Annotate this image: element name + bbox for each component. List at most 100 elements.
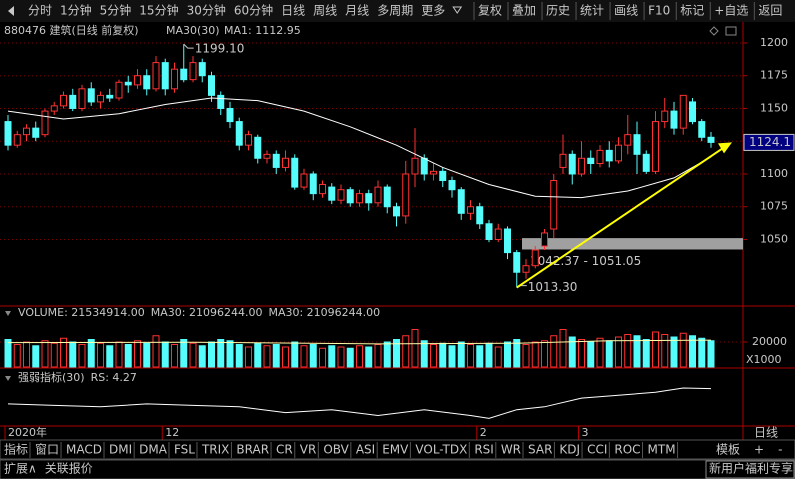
footer-bar [0,459,795,479]
candle-body [50,105,58,112]
volume-bar [97,342,104,368]
volume-bar [245,346,252,368]
indicator-tab[interactable]: MTM [648,443,676,457]
toolbar-button[interactable]: 复权 [478,4,502,18]
candle-body [402,173,410,217]
indicator-tab[interactable]: EMV [382,443,409,457]
y-tick-label: 1200 [760,36,788,49]
indicator-tab[interactable]: TRIX [201,443,229,457]
y-tick-label: 1100 [760,167,788,180]
tab-tool[interactable]: 模板 [716,443,740,457]
indicator-tab[interactable]: VR [300,443,317,457]
x-tick-label: 3 [582,426,589,439]
indicator-tab[interactable]: DMI [109,443,132,457]
tab-tool[interactable]: - [778,443,782,457]
candle-body [309,173,317,195]
y-tick-label: 1175 [760,69,788,82]
candle-body [143,75,151,90]
indicator-tab[interactable]: CR [276,443,293,457]
candle-body [41,110,49,136]
candle-body [291,157,299,188]
indicator-tab[interactable]: WR [501,443,521,457]
footer-button[interactable]: 关联报价 [45,461,93,476]
candle-body [217,94,225,109]
toolbar-tab[interactable]: 15分钟 [139,3,178,18]
indicator-tab[interactable]: OBV [323,443,349,457]
toolbar-tab[interactable]: 30分钟 [187,3,226,18]
toolbar-tab[interactable]: 5分钟 [100,3,132,18]
candle-body [448,180,456,191]
more-icon [452,6,463,14]
candle-body [624,134,632,146]
indicator-tab[interactable]: 指标 [4,442,28,457]
volume-bar [633,335,641,368]
toolbar-tab[interactable]: 周线 [313,4,337,18]
toolbar-button[interactable]: F10 [648,4,670,18]
trend-arrow-head [718,142,732,154]
indicator-tab[interactable]: CCI [587,443,607,457]
volume-bar [346,347,354,368]
volume-bar [411,329,419,368]
toolbar-button[interactable]: +自选 [714,4,748,18]
toolbar-button[interactable]: 叠加 [512,4,536,18]
volume-bar [309,344,317,368]
volume-bar [291,341,299,368]
volume-bar [448,345,456,368]
candle-body [522,265,530,273]
toolbar-tab[interactable]: 月线 [345,4,369,18]
candle-body [254,136,262,159]
toolbar-tab[interactable]: 60分钟 [234,3,273,18]
footer-button[interactable]: 扩展∧ [4,462,37,476]
volume-bar [383,341,391,368]
toolbar-button[interactable]: 标记 [680,4,704,18]
volume-bar [504,341,511,368]
candle-body [78,88,86,109]
candle-body [531,249,539,267]
toolbar-tab[interactable]: 更多 [421,4,445,18]
tab-tool[interactable]: + [754,443,764,457]
x-tick-label: 2 [480,426,487,439]
indicator-tab[interactable]: BRAR [236,443,269,457]
toolbar [0,0,795,22]
panel-icon [5,311,11,316]
candle-body [208,75,215,96]
toolbar-button[interactable]: 返回 [758,4,782,18]
candle-body [106,94,114,99]
promo[interactable]: 新用户福利专享 [709,461,793,476]
indicator-tab[interactable]: ASI [356,443,375,457]
indicator-tab[interactable]: VOL-TDX [415,443,467,457]
volume-bar [13,344,21,368]
toolbar-tab[interactable]: 分时 [28,4,52,18]
volume-bar [78,344,86,368]
volume-bar [642,339,650,368]
candle-body [319,183,326,195]
candle-body [550,180,558,230]
indicator-tab[interactable]: SAR [528,443,552,457]
indicator-tab[interactable]: DMA [139,443,168,457]
high-label: 1199.10 [195,42,245,56]
volume-bar [134,340,141,368]
volume-ma-label: MA30: 21096244.00 [268,306,380,319]
indicator-tab[interactable]: RSI [474,443,494,457]
candle-body [513,252,521,273]
volume-bar [550,335,558,368]
volume-bar [23,341,30,368]
candle-body [633,134,641,155]
candle-body [494,228,502,240]
candle-body [337,189,345,201]
toolbar-button[interactable]: 统计 [580,4,604,18]
toolbar-tab[interactable]: 1分钟 [60,3,92,18]
indicator-tab[interactable]: ROC [614,443,640,457]
toolbar-button[interactable]: 画线 [614,4,638,18]
indicator-tab[interactable]: 窗口 [35,443,59,457]
indicator-tab[interactable]: MACD [66,443,102,457]
indicator-tab[interactable]: KDJ [559,443,580,457]
candle-body [698,121,706,138]
y-tick-label: 1075 [760,200,788,213]
toolbar-tab[interactable]: 多周期 [377,4,413,18]
toolbar-button[interactable]: 历史 [546,4,570,18]
toolbar-tab[interactable]: 日线 [281,4,305,18]
rs-line [7,387,712,419]
indicator-tab[interactable]: FSL [174,443,195,457]
